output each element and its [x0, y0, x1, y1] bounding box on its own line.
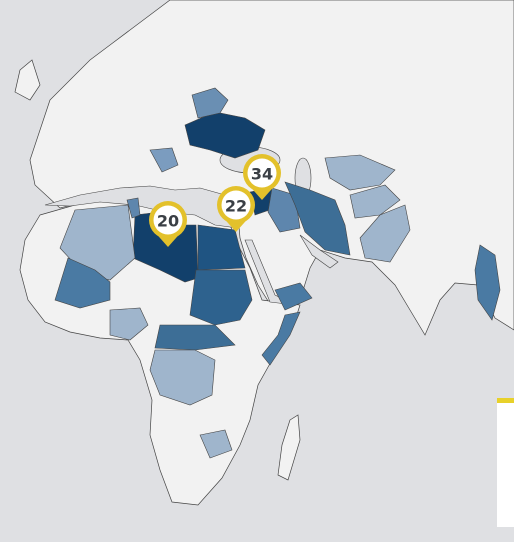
belarus — [191, 87, 229, 119]
tunisia — [126, 197, 141, 219]
info-panel — [497, 398, 514, 527]
myanmar — [474, 244, 501, 321]
marker-label: 34 — [251, 165, 273, 184]
balkans — [149, 147, 179, 173]
car-south-sudan — [154, 324, 236, 351]
algeria — [59, 204, 136, 281]
nigeria — [109, 307, 149, 341]
persian-gulf — [299, 234, 339, 269]
sudan — [189, 269, 253, 326]
marker-label: 20 — [157, 212, 179, 231]
marker-face — [247, 158, 277, 188]
map-marker[interactable]: 34 — [243, 154, 281, 200]
somalia — [261, 311, 301, 366]
highlighted-countries — [54, 87, 501, 459]
map-marker[interactable]: 22 — [217, 186, 255, 232]
central-asia — [324, 154, 396, 191]
madagascar — [277, 414, 301, 481]
ukraine — [184, 111, 266, 159]
egypt — [197, 224, 246, 271]
iran — [284, 181, 351, 256]
map-marker[interactable]: 20 — [149, 201, 187, 247]
mali — [54, 257, 111, 309]
info-panel-accent — [497, 398, 514, 403]
pakistan — [359, 204, 411, 263]
zimbabwe — [199, 429, 233, 459]
marker-face — [153, 205, 183, 235]
drc — [149, 349, 216, 406]
marker-face — [221, 190, 251, 220]
marker-label: 22 — [225, 197, 247, 216]
uk — [14, 59, 41, 101]
afghanistan — [349, 184, 401, 219]
yemen — [274, 282, 313, 311]
